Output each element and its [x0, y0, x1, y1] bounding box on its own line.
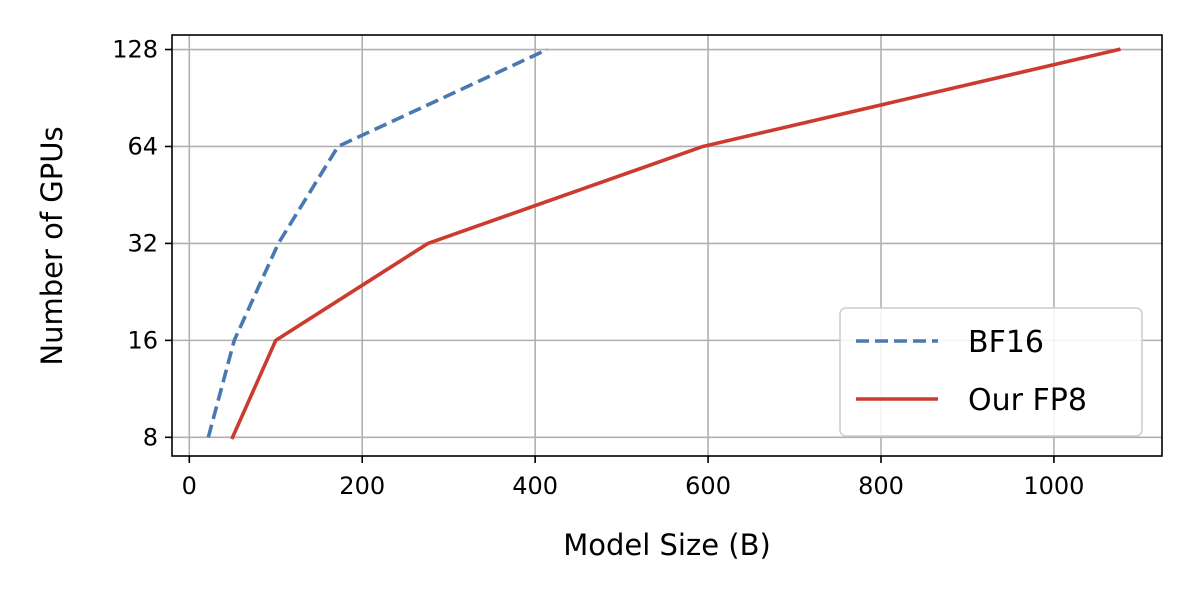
y-tick-label: 16: [127, 326, 158, 354]
plot-frame: [171, 34, 1163, 457]
x-axis-label: Model Size (B): [563, 528, 771, 562]
x-tick-label: 200: [339, 472, 385, 500]
series-line-our-fp8: [230, 47, 1121, 440]
y-tick-label: 8: [143, 423, 158, 451]
y-tick-label: 128: [112, 36, 158, 64]
x-tick-label: 800: [858, 472, 904, 500]
x-tick-label: 0: [182, 472, 197, 500]
x-tick-label: 400: [512, 472, 558, 500]
y-tick-label: 32: [127, 229, 158, 257]
series-line-bf16: [206, 47, 549, 438]
y-tick-label: 64: [127, 132, 158, 160]
x-tick-label: 1000: [1023, 472, 1084, 500]
legend-label: Our FP8: [968, 383, 1087, 418]
x-tick-label: 600: [685, 472, 731, 500]
x-axis: 0 200 400 600 800 1000: [182, 456, 1084, 500]
legend-label: BF16: [968, 325, 1044, 360]
series-layer: [206, 47, 1121, 440]
grid-lines: [172, 35, 1162, 456]
y-axis: 8 16 32 64 128: [112, 36, 172, 451]
legend: BF16 Our FP8: [839, 307, 1143, 437]
y-axis-label: Number of GPUs: [35, 126, 69, 365]
